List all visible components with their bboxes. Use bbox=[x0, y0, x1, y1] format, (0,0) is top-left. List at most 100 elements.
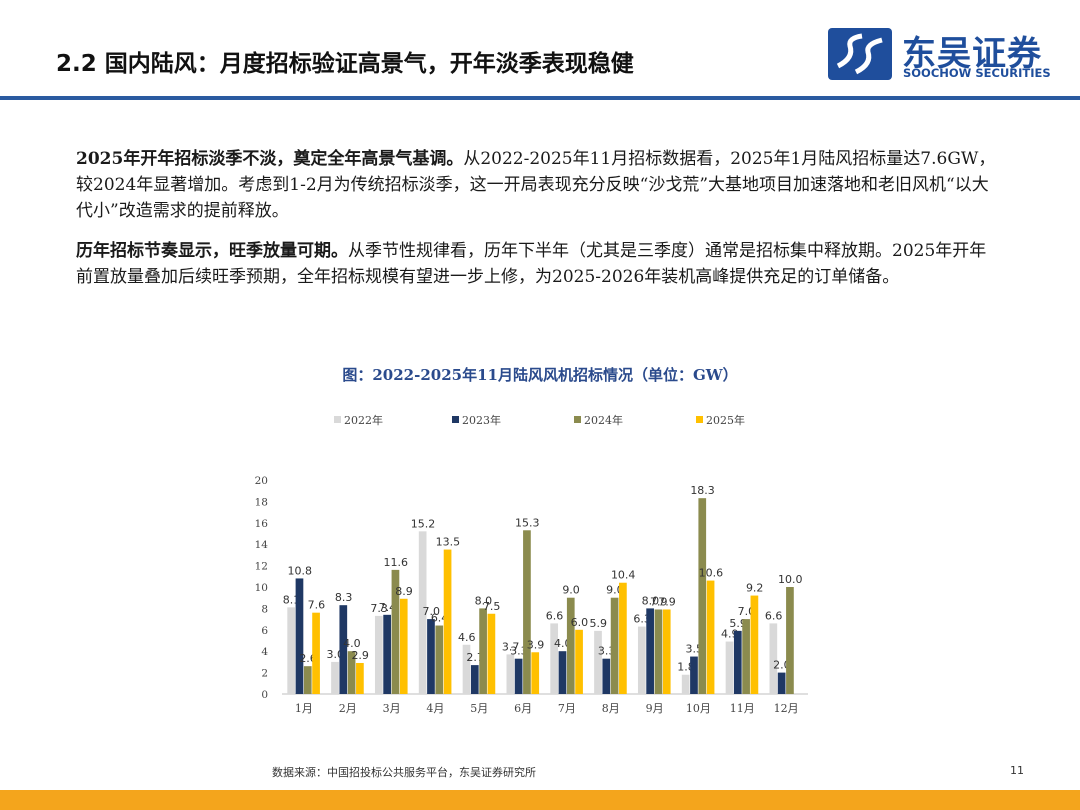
x-category-label: 12月 bbox=[774, 702, 799, 715]
data-label-2023年-9月: 8.0 bbox=[642, 594, 660, 607]
bar-2022年-3月 bbox=[374, 615, 383, 694]
data-label-2022年-7月: 6.6 bbox=[546, 609, 564, 622]
bar-2025年-2月 bbox=[356, 662, 364, 694]
paragraph-1-body: 从2022-2025年11月招标数据看，2025年1月陆风招标量达7.6GW，较… bbox=[76, 149, 996, 221]
bar-2022年-9月 bbox=[637, 626, 646, 694]
data-label-2023年-1月: 10.8 bbox=[288, 564, 313, 577]
data-label-2023年-4月: 7.0 bbox=[423, 605, 441, 618]
bar-2024年-11月 bbox=[742, 619, 750, 694]
y-tick-label: 4 bbox=[261, 646, 268, 658]
data-label-2022年-5月: 4.6 bbox=[458, 631, 476, 644]
y-tick-label: 2 bbox=[261, 668, 268, 680]
bar-2023年-1月 bbox=[295, 578, 304, 694]
bar-2025年-4月 bbox=[443, 549, 452, 694]
bar-2022年-6月 bbox=[506, 654, 515, 694]
data-label-2024年-7月: 9.0 bbox=[562, 584, 580, 597]
bar-2024年-8月 bbox=[610, 597, 619, 694]
x-category-label: 11月 bbox=[730, 702, 755, 715]
bar-2022年-2月 bbox=[331, 661, 339, 694]
header-divider bbox=[0, 96, 1080, 100]
bar-2023年-7月 bbox=[558, 651, 567, 694]
legend-label-2023年: 2023年 bbox=[462, 413, 501, 427]
bar-2024年-9月 bbox=[654, 609, 663, 694]
bar-2024年-4月 bbox=[435, 625, 444, 694]
bar-2025年-11月 bbox=[750, 595, 759, 694]
bar-2023年-8月 bbox=[602, 658, 611, 694]
page-title: 2.2 国内陆风：月度招标验证高景气，开年淡季表现稳健 bbox=[56, 51, 634, 77]
y-tick-label: 8 bbox=[261, 603, 268, 615]
bar-2022年-5月 bbox=[462, 644, 471, 694]
data-label-2024年-9月: 7.9 bbox=[650, 595, 668, 608]
bar-2025年-1月 bbox=[312, 612, 320, 694]
data-label-2024年-6月: 15.3 bbox=[515, 516, 540, 529]
paragraph-1-lead: 2025年开年招标淡季不淡，奠定全年高景气基调。 bbox=[76, 149, 464, 169]
soochow-logo-icon bbox=[828, 28, 892, 80]
y-tick-label: 20 bbox=[255, 475, 268, 487]
data-source: 数据来源：中国招投标公共服务平台，东吴证券研究所 bbox=[272, 766, 536, 779]
x-category-label: 9月 bbox=[646, 702, 664, 715]
data-label-2025年-11月: 9.2 bbox=[746, 582, 764, 595]
x-category-label: 8月 bbox=[602, 702, 620, 715]
x-category-label: 2月 bbox=[339, 702, 357, 715]
bar-2022年-1月 bbox=[287, 607, 296, 694]
bar-2025年-8月 bbox=[619, 582, 627, 694]
data-label-2025年-10月: 10.6 bbox=[699, 567, 724, 580]
data-label-2024年-5月: 8.0 bbox=[475, 594, 493, 607]
data-label-2024年-12月: 10.0 bbox=[778, 573, 803, 586]
bar-2023年-3月 bbox=[383, 614, 391, 694]
data-label-2022年-4月: 15.2 bbox=[411, 517, 436, 530]
bar-2022年-10月 bbox=[681, 674, 690, 694]
data-label-2024年-3月: 11.6 bbox=[383, 556, 408, 569]
data-label-2025年-6月: 3.9 bbox=[527, 638, 545, 651]
data-label-2025年-1月: 7.6 bbox=[308, 599, 326, 612]
data-label-2025年-2月: 2.9 bbox=[351, 649, 369, 662]
bar-2024年-6月 bbox=[523, 530, 531, 694]
x-category-label: 6月 bbox=[514, 702, 532, 715]
paragraph-2-lead: 历年招标节奏显示，旺季放量可期。 bbox=[76, 241, 348, 261]
data-label-2022年-6月: 3.7 bbox=[502, 640, 520, 653]
paragraph-2: 历年招标节奏显示，旺季放量可期。从季节性规律看，历年下半年（尤其是三季度）通常是… bbox=[76, 238, 996, 290]
y-tick-label: 10 bbox=[255, 582, 268, 594]
data-label-2025年-8月: 10.4 bbox=[611, 569, 636, 582]
legend-swatch-2025年 bbox=[696, 416, 703, 423]
x-category-label: 3月 bbox=[383, 702, 401, 715]
data-label-2023年-2月: 8.3 bbox=[335, 591, 353, 604]
bar-2022年-7月 bbox=[550, 623, 559, 694]
bar-2025年-6月 bbox=[531, 652, 540, 694]
bar-2023年-2月 bbox=[339, 605, 348, 694]
y-tick-label: 16 bbox=[255, 518, 269, 530]
x-category-label: 7月 bbox=[558, 702, 576, 715]
chart-title: 图：2022-2025年11月陆风风机招标情况（单位：GW） bbox=[342, 366, 738, 384]
bar-2024年-10月 bbox=[698, 498, 707, 694]
logo-name-en: SOOCHOW SECURITIES bbox=[903, 66, 1051, 80]
paragraph-1: 2025年开年招标淡季不淡，奠定全年高景气基调。从2022-2025年11月招标… bbox=[76, 146, 996, 224]
data-label-2024年-2月: 4.0 bbox=[343, 637, 361, 650]
legend-swatch-2022年 bbox=[334, 416, 341, 423]
data-label-2022年-8月: 5.9 bbox=[590, 617, 608, 630]
data-label-2025年-9月: 7.9 bbox=[658, 595, 676, 608]
legend-swatch-2023年 bbox=[452, 416, 459, 423]
x-category-label: 5月 bbox=[470, 702, 488, 715]
company-logo: 东吴证券 SOOCHOW SECURITIES bbox=[828, 24, 1058, 84]
bar-2023年-9月 bbox=[646, 608, 654, 694]
tender-bar-chart: 2022年 2023年 2024年 2025年024681012141618208.1… bbox=[255, 413, 808, 715]
legend-label-2025年: 2025年 bbox=[706, 413, 745, 427]
bar-2024年-3月 bbox=[391, 569, 400, 694]
x-category-label: 4月 bbox=[426, 702, 444, 715]
bar-2023年-11月 bbox=[733, 630, 742, 694]
bar-2024年-2月 bbox=[347, 651, 356, 694]
bar-2022年-4月 bbox=[418, 531, 427, 694]
bar-2023年-10月 bbox=[690, 656, 698, 694]
data-label-2022年-12月: 6.6 bbox=[765, 609, 783, 622]
bar-2025年-3月 bbox=[399, 598, 408, 694]
bar-2025年-10月 bbox=[706, 580, 715, 694]
data-label-2025年-4月: 13.5 bbox=[436, 536, 461, 549]
bar-2025年-7月 bbox=[575, 629, 583, 694]
bar-2025年-9月 bbox=[662, 609, 671, 694]
y-tick-label: 12 bbox=[255, 561, 268, 573]
legend-label-2022年: 2022年 bbox=[344, 413, 383, 427]
bar-2025年-5月 bbox=[487, 613, 496, 694]
bar-2024年-1月 bbox=[303, 666, 312, 694]
legend-swatch-2024年 bbox=[574, 416, 581, 423]
bar-2023年-4月 bbox=[427, 619, 435, 694]
